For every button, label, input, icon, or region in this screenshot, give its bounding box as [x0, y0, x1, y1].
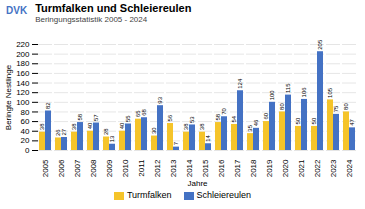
svg-text:2008: 2008 [89, 159, 98, 177]
svg-text:2024: 2024 [345, 159, 354, 177]
html-text:DVK: DVK [6, 5, 28, 16]
svg-text:54: 54 [231, 115, 237, 122]
svg-text:0: 0 [25, 146, 30, 155]
svg-text:2012: 2012 [153, 159, 162, 177]
svg-text:120: 120 [16, 88, 30, 97]
svg-text:124: 124 [237, 78, 243, 89]
html-text:Turmfalken: Turmfalken [126, 190, 172, 200]
svg-text:68: 68 [141, 108, 147, 115]
svg-text:28: 28 [103, 128, 109, 135]
svg-text:38: 38 [183, 123, 189, 130]
svg-text:105: 105 [327, 87, 333, 98]
svg-text:40: 40 [87, 122, 93, 129]
svg-text:115: 115 [285, 83, 291, 93]
svg-text:140: 140 [16, 79, 30, 88]
svg-text:13: 13 [109, 135, 115, 142]
svg-text:2013: 2013 [169, 159, 178, 177]
svg-text:56: 56 [167, 114, 173, 121]
svg-text:2006: 2006 [57, 159, 66, 177]
svg-text:2005: 2005 [41, 159, 50, 177]
svg-text:38: 38 [39, 123, 45, 130]
html-text:Beringungsstatistik 2005 - 202: Beringungsstatistik 2005 - 2024 [35, 15, 148, 24]
svg-text:205: 205 [317, 39, 323, 50]
svg-text:27: 27 [61, 128, 67, 135]
svg-text:2009: 2009 [105, 159, 114, 177]
svg-text:93: 93 [157, 96, 163, 103]
svg-text:40: 40 [21, 127, 30, 136]
svg-text:53: 53 [189, 116, 195, 123]
svg-text:2018: 2018 [249, 159, 258, 177]
svg-text:82: 82 [45, 102, 51, 109]
svg-text:2014: 2014 [185, 159, 194, 177]
svg-text:58: 58 [215, 113, 222, 121]
svg-text:100: 100 [269, 90, 275, 101]
svg-text:2019: 2019 [265, 159, 274, 177]
svg-text:2015: 2015 [201, 159, 210, 177]
svg-text:2016: 2016 [217, 159, 226, 177]
svg-text:55: 55 [125, 115, 131, 122]
svg-text:180: 180 [16, 59, 30, 68]
svg-text:46: 46 [253, 119, 259, 126]
svg-text:106: 106 [301, 87, 307, 98]
svg-text:35: 35 [247, 124, 254, 132]
svg-text:100: 100 [16, 98, 30, 107]
svg-text:2021: 2021 [297, 159, 306, 177]
svg-text:20: 20 [21, 136, 30, 145]
svg-text:2011: 2011 [137, 159, 146, 177]
svg-text:70: 70 [221, 107, 227, 114]
svg-text:7: 7 [173, 141, 179, 145]
svg-text:200: 200 [16, 50, 30, 59]
svg-text:80: 80 [21, 108, 30, 117]
svg-text:38: 38 [199, 123, 205, 130]
svg-text:47: 47 [349, 119, 355, 126]
html-text:Schleiereulen: Schleiereulen [196, 190, 252, 200]
svg-text:2010: 2010 [121, 159, 130, 177]
svg-text:2020: 2020 [281, 159, 290, 177]
svg-text:2007: 2007 [73, 159, 82, 177]
svg-text:60: 60 [21, 117, 30, 126]
svg-text:60: 60 [263, 112, 269, 119]
svg-text:40: 40 [119, 122, 125, 129]
svg-text:2023: 2023 [329, 159, 338, 177]
svg-text:Jahre: Jahre [187, 179, 208, 188]
svg-text:75: 75 [333, 105, 339, 112]
svg-text:26: 26 [55, 129, 62, 136]
svg-text:57: 57 [93, 114, 99, 121]
svg-text:30: 30 [151, 127, 157, 134]
svg-text:160: 160 [16, 69, 30, 78]
svg-text:58: 58 [77, 113, 83, 120]
svg-text:2017: 2017 [233, 159, 242, 177]
svg-text:50: 50 [295, 117, 301, 124]
svg-text:2022: 2022 [313, 159, 322, 177]
svg-text:80: 80 [279, 103, 285, 110]
svg-text:38: 38 [71, 123, 77, 130]
svg-text:Beringte Nestlinge: Beringte Nestlinge [4, 64, 13, 130]
html-text:Turmfalken und Schleiereulen: Turmfalken und Schleiereulen [35, 2, 192, 14]
svg-text:65: 65 [135, 110, 142, 118]
svg-text:14: 14 [205, 134, 211, 141]
svg-text:50: 50 [311, 117, 317, 124]
svg-text:220: 220 [16, 40, 30, 49]
svg-text:80: 80 [343, 103, 349, 110]
